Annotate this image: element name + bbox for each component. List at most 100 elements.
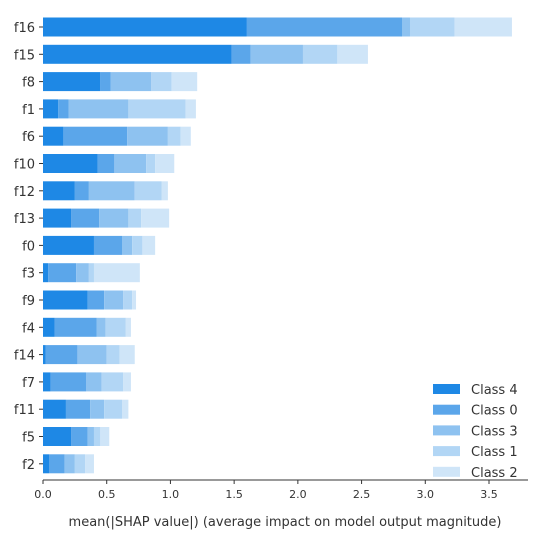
- y-tick-label: f9: [22, 294, 35, 309]
- bar-f15-class-0: [231, 44, 251, 64]
- bar-f9-class-0: [87, 290, 105, 310]
- bar-f8-class-2: [171, 72, 198, 92]
- y-tick-label: f12: [14, 185, 35, 200]
- y-tick-label: f6: [22, 130, 35, 145]
- legend-swatch-class-4: [433, 384, 460, 394]
- legend-swatch-class-2: [433, 466, 460, 477]
- bar-f8-class-4: [43, 72, 101, 92]
- bar-f12-class-0: [74, 181, 89, 201]
- legend-label: Class 3: [471, 424, 518, 439]
- y-tick-label: f11: [14, 403, 35, 418]
- y-tick-label: f7: [22, 376, 35, 391]
- bar-f7-class-4: [43, 372, 51, 392]
- x-tick-label: 1.5: [225, 488, 243, 501]
- bar-f1-class-0: [58, 99, 69, 119]
- bar-f2-class-3: [64, 454, 75, 474]
- y-tick-label: f0: [22, 239, 35, 254]
- bar-f12-class-4: [43, 181, 75, 201]
- bar-f0-class-2: [142, 235, 156, 255]
- x-tick-label: 2.5: [353, 488, 371, 501]
- bar-f13-class-4: [43, 208, 72, 228]
- bar-f2-class-4: [43, 454, 50, 474]
- bar-f10-class-0: [97, 154, 115, 173]
- y-tick-label: f5: [22, 431, 35, 446]
- y-tick-label: f4: [22, 321, 35, 336]
- bar-f9-class-3: [104, 290, 124, 310]
- x-tick-label: 3.0: [417, 488, 435, 501]
- bar-f4-class-4: [43, 317, 55, 337]
- legend-swatch-class-1: [433, 446, 460, 457]
- bar-f3-class-3: [76, 263, 89, 283]
- bar-f1-class-4: [43, 99, 59, 119]
- bar-f8-class-0: [100, 72, 111, 92]
- bar-f0-class-3: [122, 235, 133, 255]
- bar-f12-class-3: [88, 181, 135, 201]
- bar-f3-class-4: [43, 263, 49, 283]
- bar-f5-class-2: [100, 427, 110, 446]
- bar-f7-class-0: [50, 372, 87, 392]
- bar-f12-class-1: [134, 181, 162, 201]
- bar-f16-class-2: [454, 17, 512, 37]
- bar-f2-class-2: [85, 454, 94, 474]
- legend-label: Class 4: [471, 383, 518, 398]
- x-tick-label: 0.5: [98, 488, 116, 501]
- x-tick-label: 2.0: [289, 488, 307, 501]
- bar-f15-class-3: [250, 44, 303, 64]
- bar-f13-class-3: [99, 208, 129, 228]
- bar-f10-class-4: [43, 154, 98, 173]
- y-tick-label: f10: [14, 158, 35, 173]
- y-tick-label: f15: [14, 48, 35, 63]
- bar-f6-class-3: [127, 126, 168, 146]
- legend-label: Class 0: [471, 404, 518, 419]
- bar-f5-class-4: [43, 427, 72, 446]
- bar-f16-class-4: [43, 17, 247, 37]
- bar-f1-class-1: [128, 99, 186, 119]
- bar-f0-class-4: [43, 235, 94, 255]
- bar-f16-class-3: [402, 17, 410, 37]
- y-axis-ticks: f16 f15 f8 f1 f6 f10 f12 f13 f0 f3 f9 f4 f14 f7 f11 f5 f…: [14, 21, 43, 473]
- bar-f8-class-1: [151, 72, 172, 92]
- bar-f11-class-2: [122, 399, 129, 419]
- y-tick-label: f13: [14, 212, 35, 227]
- bar-f9-class-2: [132, 290, 137, 310]
- bar-f14-class-0: [45, 345, 78, 365]
- bar-f4-class-3: [96, 317, 106, 337]
- bar-f9-class-1: [123, 290, 133, 310]
- bar-f5-class-0: [71, 427, 88, 446]
- bar-f0-class-0: [93, 235, 122, 255]
- y-tick-label: f8: [22, 76, 35, 91]
- bar-f8-class-3: [110, 72, 152, 92]
- bar-f6-class-4: [43, 126, 64, 146]
- legend-swatch-class-0: [433, 404, 460, 415]
- bar-f15-class-2: [337, 44, 368, 64]
- bar-f14-class-1: [106, 345, 120, 365]
- bar-f6-class-1: [167, 126, 181, 146]
- bar-f10-class-1: [146, 154, 156, 173]
- bar-f10-class-2: [155, 154, 175, 173]
- bar-f4-class-0: [54, 317, 97, 337]
- bar-f7-class-1: [101, 372, 124, 392]
- bar-f3-class-0: [48, 263, 77, 283]
- y-tick-label: f16: [14, 21, 35, 36]
- bar-f6-class-2: [180, 126, 191, 146]
- x-tick-label: 0.0: [34, 488, 52, 501]
- bar-f1-class-2: [185, 99, 196, 119]
- legend: Class 4 Class 0 Class 3 Class 1 Class 2: [433, 383, 518, 481]
- bar-f14-class-4: [43, 345, 46, 365]
- bar-f13-class-2: [141, 208, 170, 228]
- bar-f15-class-4: [43, 44, 232, 64]
- y-tick-label: f3: [22, 267, 35, 282]
- y-tick-label: f14: [14, 349, 35, 364]
- bar-f11-class-4: [43, 399, 66, 419]
- bar-f7-class-2: [123, 372, 131, 392]
- bar-f7-class-3: [86, 372, 102, 392]
- bar-f2-class-1: [74, 454, 86, 474]
- bar-f4-class-1: [105, 317, 126, 337]
- bar-f11-class-3: [90, 399, 105, 419]
- bar-f5-class-1: [93, 427, 101, 446]
- bar-f3-class-2: [93, 263, 140, 283]
- bar-f13-class-1: [128, 208, 142, 228]
- legend-swatch-class-3: [433, 425, 460, 436]
- bar-f10-class-3: [114, 154, 147, 173]
- bar-f1-class-3: [68, 99, 129, 119]
